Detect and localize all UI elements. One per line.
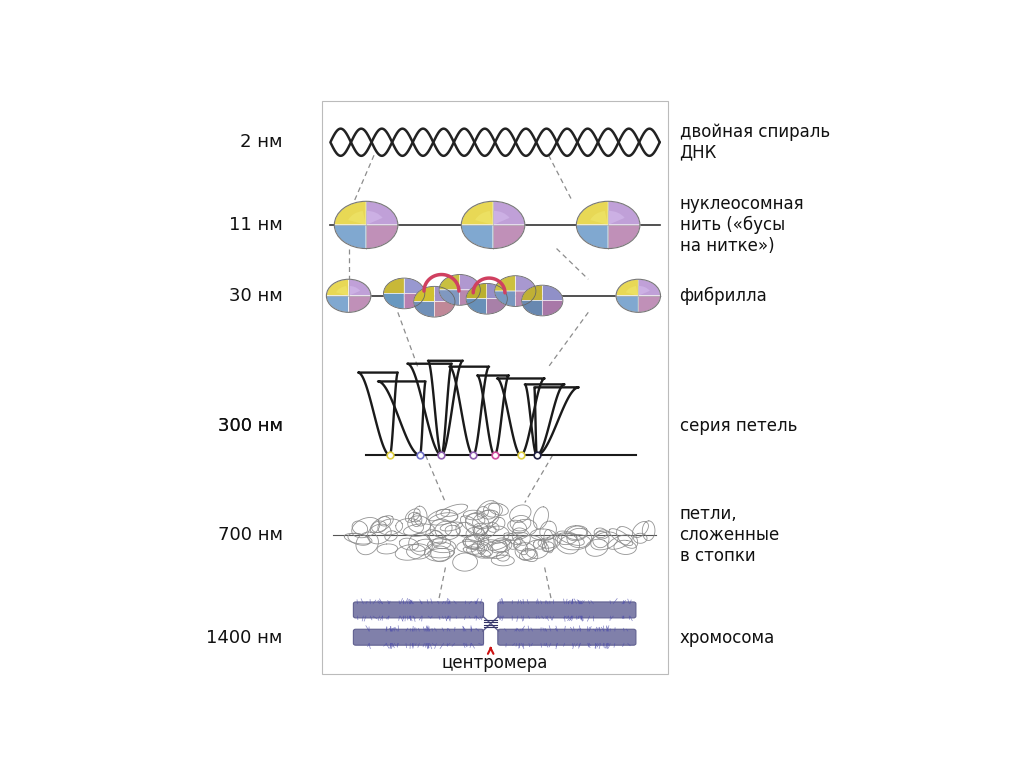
- Wedge shape: [495, 291, 515, 307]
- Text: 300 нм: 300 нм: [218, 416, 283, 435]
- Wedge shape: [494, 201, 524, 225]
- Wedge shape: [616, 296, 638, 312]
- Text: 700 нм: 700 нм: [218, 526, 283, 544]
- Wedge shape: [348, 296, 371, 312]
- Wedge shape: [404, 294, 425, 309]
- Wedge shape: [638, 296, 660, 312]
- Wedge shape: [414, 286, 434, 301]
- Text: 30 нм: 30 нм: [229, 287, 283, 304]
- Wedge shape: [590, 211, 608, 225]
- Wedge shape: [475, 211, 494, 225]
- Wedge shape: [577, 201, 608, 225]
- Wedge shape: [515, 291, 536, 307]
- Wedge shape: [638, 279, 660, 296]
- Wedge shape: [367, 201, 397, 225]
- Wedge shape: [494, 211, 510, 225]
- Wedge shape: [439, 290, 460, 305]
- Wedge shape: [515, 275, 536, 291]
- Wedge shape: [434, 301, 455, 317]
- Wedge shape: [384, 278, 404, 294]
- Text: петли,
сложенные
в стопки: петли, сложенные в стопки: [680, 505, 780, 565]
- Wedge shape: [367, 211, 383, 225]
- Wedge shape: [462, 201, 494, 225]
- Wedge shape: [608, 211, 625, 225]
- Wedge shape: [439, 275, 460, 290]
- Text: центромера: центромера: [441, 654, 548, 672]
- Wedge shape: [608, 225, 640, 249]
- Wedge shape: [334, 201, 367, 225]
- Wedge shape: [616, 279, 638, 296]
- Text: 11 нм: 11 нм: [229, 216, 283, 234]
- Wedge shape: [626, 286, 638, 296]
- Wedge shape: [543, 301, 563, 316]
- Text: нуклеосомная
нить («бусы
на нитке»): нуклеосомная нить («бусы на нитке»): [680, 195, 804, 255]
- Wedge shape: [384, 294, 404, 309]
- FancyBboxPatch shape: [353, 629, 483, 645]
- Wedge shape: [521, 301, 543, 316]
- Wedge shape: [414, 301, 434, 317]
- Text: 300 нм: 300 нм: [218, 416, 283, 435]
- FancyBboxPatch shape: [498, 629, 636, 645]
- Wedge shape: [327, 279, 348, 296]
- Wedge shape: [348, 279, 371, 296]
- Wedge shape: [348, 286, 360, 296]
- Wedge shape: [460, 275, 480, 290]
- Wedge shape: [334, 225, 367, 249]
- Wedge shape: [336, 286, 348, 296]
- Wedge shape: [486, 283, 507, 298]
- Text: хромосома: хромосома: [680, 630, 775, 647]
- Wedge shape: [460, 290, 480, 305]
- Wedge shape: [486, 298, 507, 314]
- Wedge shape: [494, 225, 524, 249]
- Wedge shape: [577, 225, 608, 249]
- Wedge shape: [638, 286, 650, 296]
- Text: двойная спираль
ДНК: двойная спираль ДНК: [680, 123, 829, 162]
- Text: фибрилла: фибрилла: [680, 287, 767, 305]
- Wedge shape: [327, 296, 348, 312]
- Wedge shape: [466, 298, 486, 314]
- Wedge shape: [434, 286, 455, 301]
- Wedge shape: [466, 283, 486, 298]
- Wedge shape: [462, 225, 494, 249]
- Wedge shape: [404, 278, 425, 294]
- FancyBboxPatch shape: [498, 602, 636, 618]
- Wedge shape: [543, 285, 563, 301]
- Text: серия петель: серия петель: [680, 416, 797, 435]
- Text: 1400 нм: 1400 нм: [207, 630, 283, 647]
- Text: 2 нм: 2 нм: [241, 133, 283, 151]
- Wedge shape: [608, 201, 640, 225]
- Wedge shape: [521, 285, 543, 301]
- FancyBboxPatch shape: [323, 101, 668, 673]
- FancyBboxPatch shape: [353, 602, 483, 618]
- Wedge shape: [348, 211, 367, 225]
- Wedge shape: [495, 275, 515, 291]
- Wedge shape: [367, 225, 397, 249]
